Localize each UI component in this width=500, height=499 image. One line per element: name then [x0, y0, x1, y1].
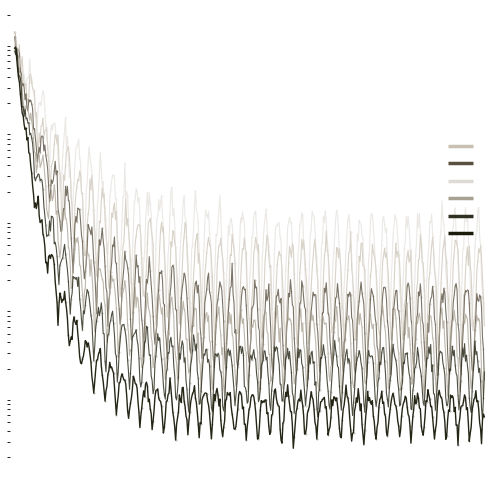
Legend: , , , , , : , , , , , [448, 139, 473, 241]
